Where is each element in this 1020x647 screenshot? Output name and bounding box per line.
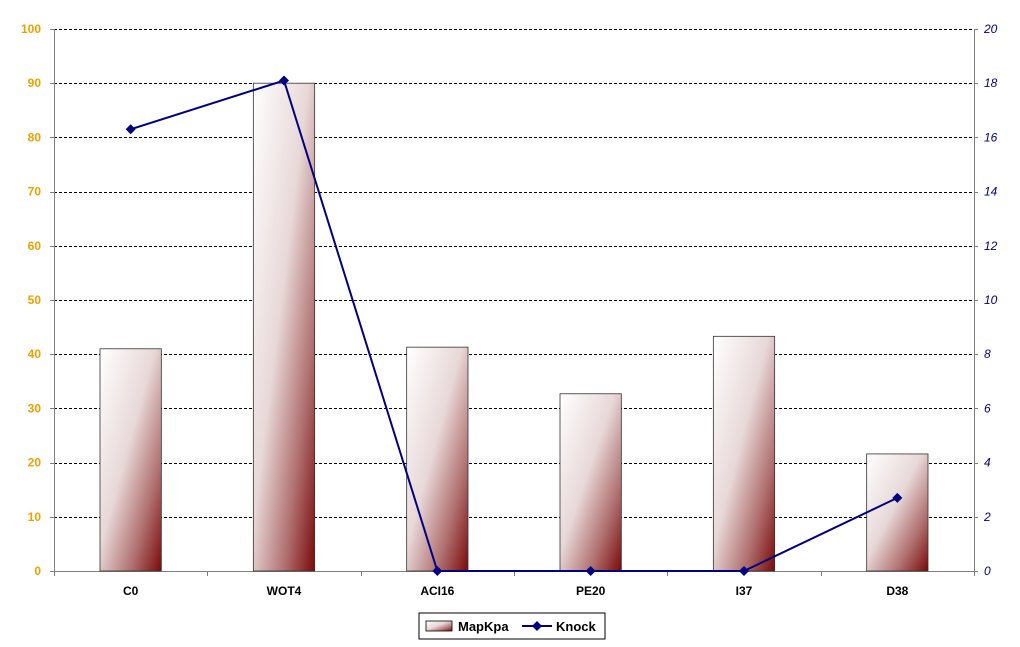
tick-labels: 0 10 20 30 40 50 60 70 80 90 100 0 2 4 6 8 10 12 14 16 18 20 C… [21, 22, 998, 598]
x-tick-label: PE20 [576, 584, 606, 598]
y-left-tick-label: 0 [34, 564, 41, 578]
y-right-tick-label: 2 [983, 510, 991, 524]
y-left-tick-label: 90 [28, 76, 42, 90]
y-right-tick-label: 14 [984, 185, 998, 199]
y-right-tick-label: 18 [984, 76, 998, 90]
y-right-tick-label: 8 [984, 347, 991, 361]
legend-swatch-mapkpa [425, 620, 453, 632]
y-right-tick-label: 20 [983, 22, 998, 36]
y-right-tick-label: 16 [984, 130, 998, 144]
legend-marker-knock [532, 621, 542, 631]
point-knock [892, 492, 903, 503]
y-right-tick-label: 12 [984, 239, 998, 253]
x-tick-label: D38 [886, 584, 908, 598]
y-left-tick-label: 10 [28, 510, 42, 524]
y-right-tick-label: 6 [984, 401, 991, 415]
x-tick-label: ACI16 [420, 584, 454, 598]
bar-series [99, 82, 929, 572]
point-knock [125, 124, 136, 135]
y-left-tick-label: 70 [28, 185, 42, 199]
y-right-tick-label: 0 [984, 564, 991, 578]
bar-mapkpa [866, 453, 929, 572]
y-left-tick-label: 60 [28, 239, 42, 253]
y-left-tick-label: 100 [21, 22, 41, 36]
y-left-tick-label: 40 [28, 347, 42, 361]
bar-mapkpa [406, 346, 469, 572]
y-left-tick-label: 20 [28, 456, 42, 470]
line-series [125, 75, 903, 576]
point-knock [739, 566, 749, 576]
x-tick-label: I37 [736, 584, 753, 598]
x-tick-label: C0 [123, 584, 139, 598]
bar-mapkpa [712, 335, 776, 572]
legend: MapKpa Knock [418, 612, 606, 640]
line-knock [130, 79, 898, 572]
point-knock [432, 566, 443, 576]
bar-mapkpa [99, 348, 162, 572]
gridlines [54, 29, 974, 518]
y-right-tick-label: 10 [984, 293, 998, 307]
bar-mapkpa [559, 393, 622, 572]
legend-label-mapkpa: MapKpa [458, 619, 509, 634]
y-left-tick-label: 50 [28, 293, 42, 307]
point-knock [585, 566, 596, 576]
y-right-tick-label: 4 [984, 456, 991, 470]
x-tick-label: WOT4 [267, 584, 302, 598]
y-left-tick-label: 80 [28, 130, 42, 144]
bar-mapkpa [252, 82, 316, 572]
point-knock [279, 75, 289, 86]
y-left-tick-label: 30 [28, 401, 42, 415]
legend-label-knock: Knock [556, 619, 597, 634]
